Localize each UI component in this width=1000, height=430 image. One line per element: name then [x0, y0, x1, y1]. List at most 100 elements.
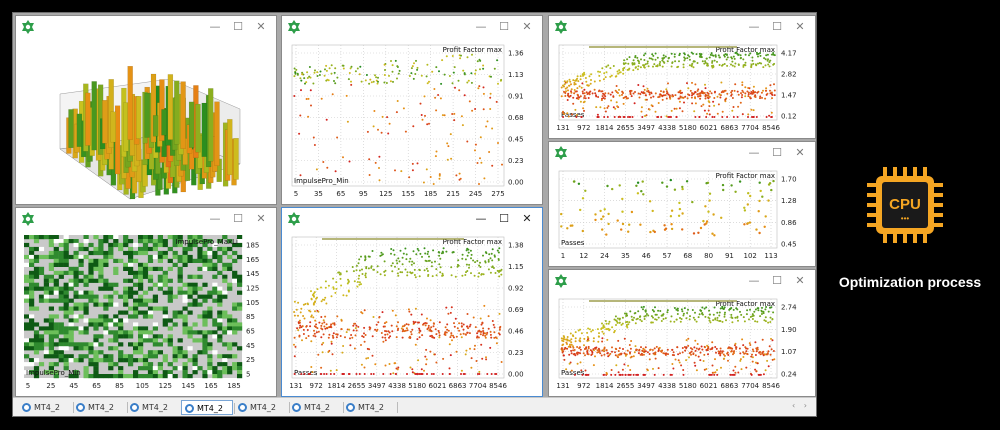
- y-tick-label: 0.23: [508, 349, 524, 357]
- x-tick-label: 6021: [428, 382, 446, 390]
- plot-area: 131 972 1814 2655 3497 4338 5180 6021 6863 7704 85…: [553, 39, 811, 134]
- minimize-button[interactable]: —: [748, 274, 760, 287]
- x-tick-label: 131: [556, 124, 569, 132]
- cpu-pins: [867, 167, 943, 243]
- close-button[interactable]: ✕: [256, 212, 266, 225]
- window-title-bar[interactable]: — ☐ ✕: [16, 16, 276, 38]
- y-tick-label: 0.92: [508, 285, 524, 293]
- x-tick-label: 4338: [658, 382, 676, 390]
- close-button[interactable]: ✕: [256, 20, 266, 33]
- tab-label: MT4_2: [34, 403, 60, 412]
- maximize-button[interactable]: ☐: [772, 20, 782, 33]
- chart-icon: [76, 403, 85, 412]
- x-tick-label: 3497: [637, 382, 655, 390]
- window-tab-bar: ‹ › MT4_2 MT4_2 MT4_2 MT4_2 MT4_2 MT4_2 MT4_2: [13, 397, 816, 416]
- minimize-button[interactable]: —: [748, 146, 760, 159]
- x-tick-label: 972: [577, 382, 590, 390]
- x-tick-label: 25: [46, 382, 55, 390]
- window-title-bar[interactable]: — ☐ ✕: [549, 270, 815, 292]
- tab-scroll-arrows[interactable]: ‹ ›: [792, 401, 810, 410]
- y-tick-label: 0.12: [781, 113, 797, 121]
- chart-svg: [59, 66, 241, 200]
- x-tick-label: 80: [704, 252, 713, 260]
- tab-mt4-2[interactable]: MT4_2: [343, 400, 398, 415]
- gear-icon: [288, 212, 300, 226]
- tab-label: MT4_2: [142, 403, 168, 412]
- window-title-bar[interactable]: — ☐ ✕: [16, 208, 276, 230]
- chart-window-3d[interactable]: — ☐ ✕: [15, 15, 277, 205]
- tab-mt4-2[interactable]: MT4_2: [19, 400, 74, 415]
- minimize-button[interactable]: —: [475, 212, 487, 225]
- close-button[interactable]: ✕: [522, 212, 532, 225]
- chart-window-passes-main[interactable]: — ☐ ✕ 131 972 1814 2655 3497 4338 5180 6021 6863 7…: [281, 207, 543, 397]
- maximize-button[interactable]: ☐: [772, 274, 782, 287]
- gear-icon: [555, 20, 567, 34]
- x-tick-label: 125: [159, 382, 172, 390]
- x-tick-label: 5180: [679, 382, 697, 390]
- tab-mt4-2[interactable]: MT4_2: [127, 400, 182, 415]
- chart-axis-label: Passes: [561, 239, 585, 247]
- chart-icon: [292, 403, 301, 412]
- chart-window-passes-1[interactable]: — ☐ ✕ 131 972 1814 2655 3497 4338 5180 6021 6863 7…: [548, 15, 816, 139]
- close-button[interactable]: ✕: [795, 146, 805, 159]
- tab-mt4-2[interactable]: MT4_2: [289, 400, 344, 415]
- maximize-button[interactable]: ☐: [499, 212, 509, 225]
- chart-title: Profit Factor max: [716, 300, 775, 308]
- window-title-bar[interactable]: — ☐ ✕: [549, 142, 815, 164]
- tab-separator: [234, 403, 235, 414]
- tab-separator: [289, 402, 290, 413]
- plot-area: 131 972 1814 2655 3497 4338 5180 6021 6863 7704 85…: [553, 293, 811, 392]
- plot-area: 1 12 24 35 46 57 68 80 91 102 113 1.70 1.28 0.86 0.45 P…: [553, 165, 811, 262]
- y-tick-label: 0.69: [508, 306, 524, 314]
- y-tick-label: 0.24: [781, 371, 797, 379]
- x-tick-label: 972: [577, 124, 590, 132]
- chart-axis-label: ImpulsePro_Min: [294, 177, 349, 185]
- chart-window-passes-2[interactable]: — ☐ ✕ 1 12 24 35 46 57 68 80 91 102 113 1.70 1.28 0.86…: [548, 141, 816, 267]
- chart-svg: 5 25 45 65 85 105 125 145 165 185 185 165 145 125 105 8…: [24, 235, 259, 390]
- maximize-button[interactable]: ☐: [233, 20, 243, 33]
- y-tick-label: 0.45: [508, 136, 524, 144]
- x-tick-label: 85: [115, 382, 124, 390]
- close-button[interactable]: ✕: [795, 274, 805, 287]
- close-button[interactable]: ✕: [522, 20, 532, 33]
- tab-mt4-2[interactable]: MT4_2: [181, 400, 235, 415]
- cpu-icon: CPU •••: [867, 167, 943, 243]
- x-tick-label: 972: [310, 382, 323, 390]
- minimize-button[interactable]: —: [475, 20, 487, 33]
- y-tick-label: 85: [246, 313, 255, 321]
- tab-mt4-2[interactable]: MT4_2: [73, 400, 128, 415]
- chart-window-passes-3[interactable]: — ☐ ✕ 131 972 1814 2655 3497 4338 5180 6021 6863 7…: [548, 269, 816, 397]
- window-title-bar[interactable]: — ☐ ✕: [282, 16, 542, 38]
- y-tick-label: 1.07: [781, 348, 797, 356]
- chart-axis-label: ImpulsePro_Min: [26, 369, 81, 377]
- chart-window-heatmap[interactable]: — ☐ ✕ 5 25 45 65 85 105 125 145 165 185 185 165 145 12…: [15, 207, 277, 397]
- 3d-bars: [66, 66, 239, 200]
- minimize-button[interactable]: —: [209, 212, 221, 225]
- y-tick-label: 145: [246, 270, 259, 278]
- data-points: [560, 178, 775, 237]
- tab-separator: [397, 402, 398, 413]
- maximize-button[interactable]: ☐: [233, 212, 243, 225]
- x-tick-label: 5: [26, 382, 30, 390]
- close-button[interactable]: ✕: [795, 20, 805, 33]
- window-title-bar[interactable]: — ☐ ✕: [549, 16, 815, 38]
- x-tick-label: 4338: [658, 124, 676, 132]
- gear-icon: [22, 20, 34, 34]
- chart-svg: 131 972 1814 2655 3497 4338 5180 6021 6863 7704 85…: [556, 298, 797, 390]
- y-tick-label: 0.86: [781, 219, 797, 227]
- y-tick-label: 165: [246, 256, 259, 264]
- minimize-button[interactable]: —: [748, 20, 760, 33]
- x-tick-label: 131: [556, 382, 569, 390]
- maximize-button[interactable]: ☐: [772, 146, 782, 159]
- x-tick-label: 113: [764, 252, 777, 260]
- minimize-button[interactable]: —: [209, 20, 221, 33]
- tab-label: MT4_2: [88, 403, 114, 412]
- tab-mt4-2[interactable]: MT4_2: [235, 400, 290, 415]
- y-tick-label: 1.47: [781, 92, 797, 100]
- x-tick-label: 8546: [762, 382, 780, 390]
- window-title-bar[interactable]: — ☐ ✕: [282, 208, 542, 230]
- chart-window-scatter-min[interactable]: — ☐ ✕ 5 35 65 95 125 155 185 215 245 275 1.36 1.13 0.…: [281, 15, 543, 205]
- maximize-button[interactable]: ☐: [499, 20, 509, 33]
- y-tick-label: 2.82: [781, 71, 797, 79]
- y-tick-label: 1.15: [508, 263, 524, 271]
